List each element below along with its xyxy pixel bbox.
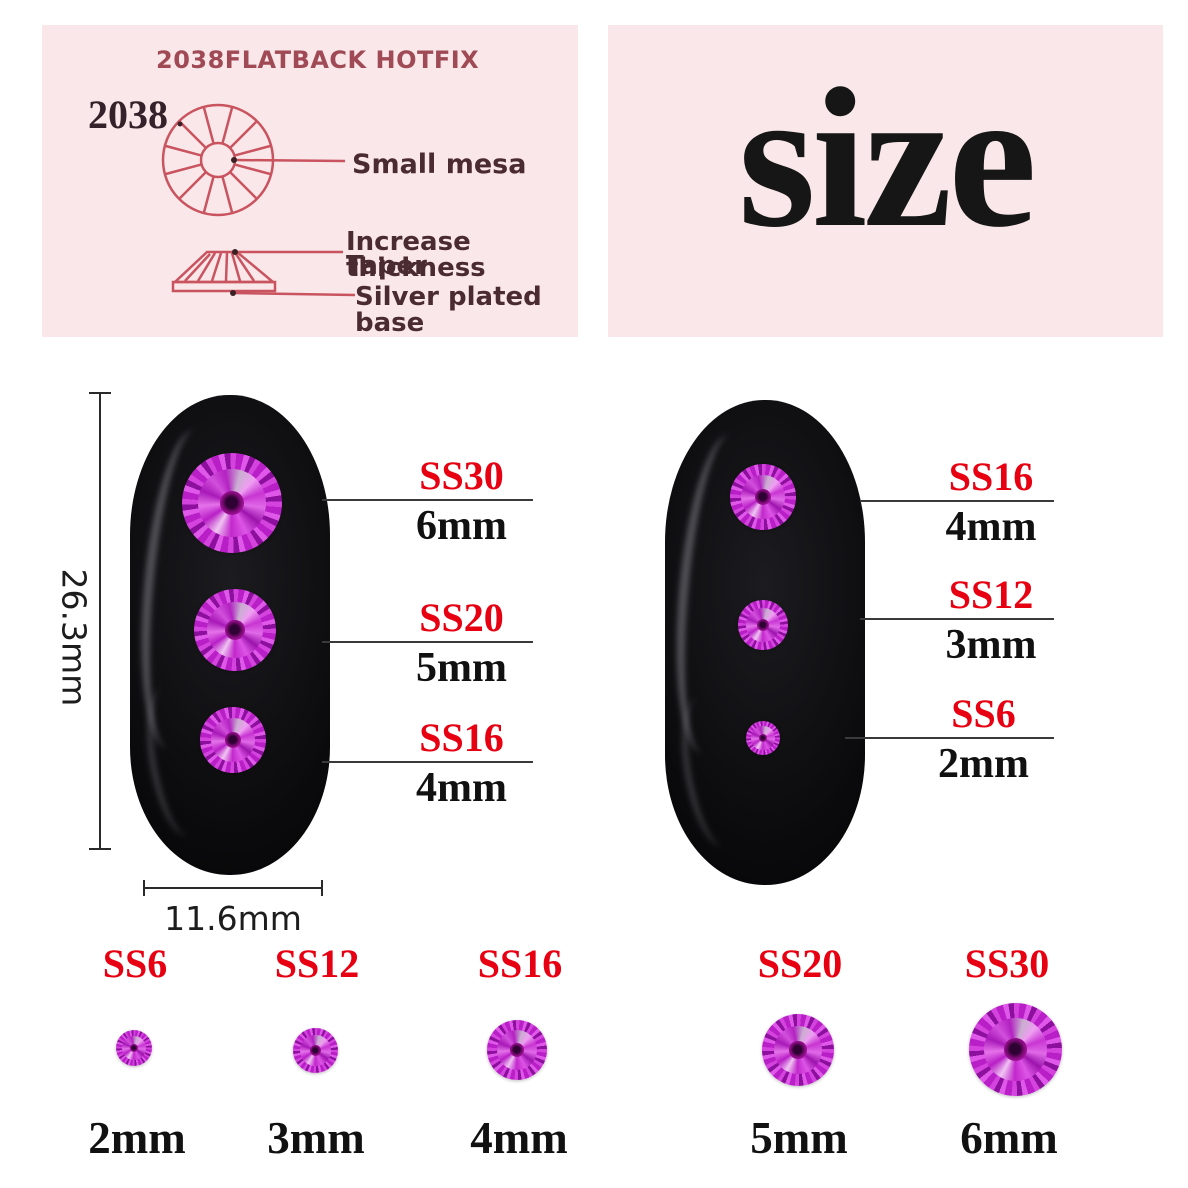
label-ss16: SS16 4mm	[322, 718, 533, 809]
label-ss30-code: SS30	[419, 453, 504, 498]
stone-ss6-on-nail2	[746, 721, 780, 755]
label-ss16-right-size: 4mm	[945, 504, 1037, 550]
leader-line	[322, 499, 533, 501]
label-ss20-code: SS20	[419, 595, 504, 640]
callout-taper: Taper	[346, 251, 427, 281]
horizontal-measure-cap-left	[143, 880, 145, 896]
leader-line	[322, 761, 533, 763]
row-size-4mm: 4mm	[470, 1113, 568, 1163]
row-stone-ss30	[969, 1003, 1062, 1096]
row-stone-ss16	[487, 1020, 547, 1080]
row-code-ss16: SS16	[477, 941, 563, 986]
callout-small-mesa: Small mesa	[352, 149, 527, 180]
vertical-measure-cap-bottom	[89, 848, 111, 850]
row-code-ss12: SS12	[274, 941, 360, 986]
label-ss12-right-size: 3mm	[945, 622, 1037, 668]
row-stone-ss20	[762, 1014, 834, 1086]
label-ss16-right: SS16 4mm	[860, 457, 1054, 548]
stone-ss12-on-nail2	[738, 600, 788, 650]
row-size-5mm: 5mm	[750, 1113, 848, 1163]
row-code-ss6: SS6	[102, 941, 168, 986]
callout-silver-plated-base: Silver plated base	[355, 282, 542, 338]
row-size-3mm: 3mm	[267, 1113, 365, 1163]
row-code-ss20: SS20	[757, 941, 843, 986]
label-ss16-right-code: SS16	[948, 454, 1034, 499]
model-number: 2038	[88, 92, 168, 137]
row-size-2mm: 2mm	[88, 1113, 186, 1163]
leader-line	[322, 641, 533, 643]
stone-ss16-on-nail2	[730, 464, 796, 530]
label-ss30: SS30 6mm	[322, 456, 533, 547]
label-ss6-right-size: 2mm	[938, 741, 1029, 787]
row-code-ss30: SS30	[964, 941, 1050, 986]
row-stone-ss6	[116, 1030, 152, 1066]
callout-increase-thickness: Increase thickness	[346, 227, 486, 283]
vertical-measure-cap-top	[89, 392, 111, 394]
label-ss12-right-code: SS12	[948, 572, 1034, 617]
spec-diagram-panel: 2038FLATBACK HOTFIX 2038	[42, 25, 578, 337]
size-title: size	[738, 48, 1037, 269]
horizontal-measure-cap-right	[321, 880, 323, 896]
label-ss20-size: 5mm	[416, 645, 507, 691]
label-ss6-right-code: SS6	[951, 691, 1016, 736]
stone-ss20-on-nail	[194, 589, 276, 671]
rhinestone-diagram-icon	[161, 103, 356, 297]
row-size-6mm: 6mm	[960, 1113, 1058, 1163]
label-ss6-right: SS6 2mm	[845, 694, 1054, 785]
leader-line	[860, 618, 1054, 620]
row-stone-ss12	[293, 1028, 338, 1073]
stone-ss16-on-nail	[200, 707, 266, 773]
label-ss16-size: 4mm	[416, 765, 507, 811]
spec-panel-title: 2038FLATBACK HOTFIX	[156, 46, 480, 74]
nail-height-value: 26.3mm	[54, 568, 94, 707]
stone-ss30-on-nail	[182, 453, 282, 553]
leader-line	[860, 500, 1054, 502]
label-ss12-right: SS12 3mm	[860, 575, 1054, 666]
nail-width-value: 11.6mm	[164, 899, 302, 938]
vertical-measure-line	[99, 393, 101, 850]
size-title-panel: size	[608, 25, 1163, 337]
horizontal-measure-line	[143, 887, 323, 889]
label-ss30-size: 6mm	[416, 503, 507, 549]
leader-line	[845, 737, 1054, 739]
label-ss20: SS20 5mm	[322, 598, 533, 689]
label-ss16-code: SS16	[419, 715, 504, 760]
